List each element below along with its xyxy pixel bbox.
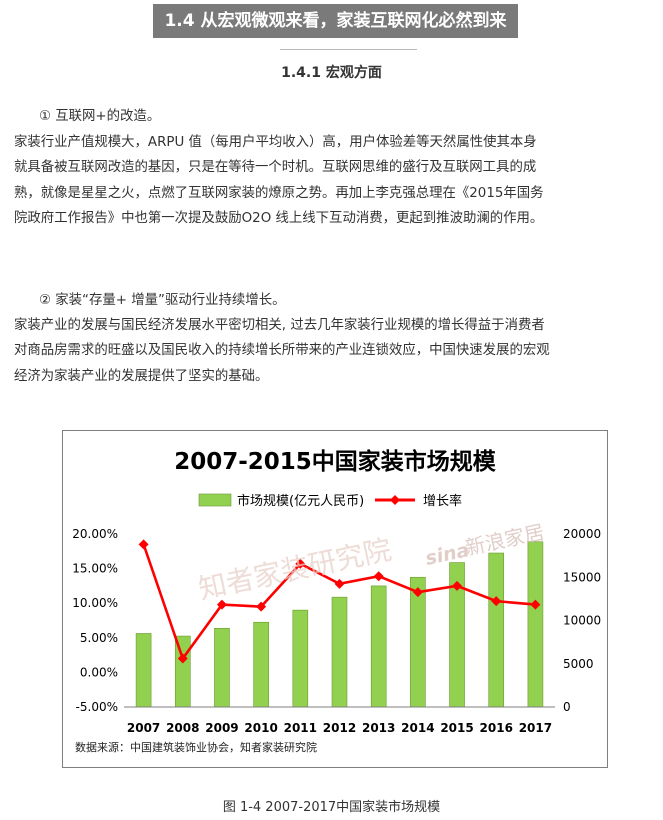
bar-2009 (214, 627, 230, 708)
legend-bar-label: 市场规模(亿元人民币) (237, 493, 364, 509)
x-axis-tick-label: 2009 (205, 721, 238, 735)
x-axis-tick-label: 2007 (127, 721, 160, 735)
growth-point-2017 (530, 599, 541, 610)
right-axis-tick-label: 15000 (563, 570, 601, 584)
x-axis-tick-label: 2015 (440, 721, 473, 735)
right-axis-tick-label: 20000 (563, 527, 601, 541)
x-axis-tick-label: 2010 (244, 721, 277, 735)
right-axis-tick-label: 5000 (563, 657, 594, 671)
point2-heading: ② 家装“存量+ 增量”驱动行业持续增长。 (39, 293, 286, 308)
bar-2007 (135, 633, 152, 708)
bar-2013 (370, 585, 387, 708)
bar-2010 (253, 621, 269, 708)
growth-point-2015 (452, 580, 463, 591)
x-axis-tick-label: 2011 (284, 721, 317, 735)
legend-bar-swatch (198, 493, 232, 507)
x-axis-tick-label: 2013 (362, 721, 395, 735)
paragraph-line: 熟，就像是星星之火，点燃了互联网家装的燎原之势。再加上李克强总理在《2015年国… (14, 185, 544, 201)
x-axis-tick-label: 2012 (323, 721, 356, 735)
bar-2011 (292, 609, 309, 708)
bar-2017 (527, 541, 544, 708)
left-axis-tick-label: 5.00% (80, 631, 118, 645)
x-axis-tick-label: 2017 (519, 721, 552, 735)
paragraph-line: 就具备被互联网改造的基因，只是在等待一个时机。互联网思维的盛行及互联网工具的成 (14, 160, 537, 176)
x-axis-tick-label: 2014 (401, 721, 434, 735)
right-axis-tick-label: 10000 (563, 614, 601, 628)
growth-point-2007 (138, 539, 149, 550)
growth-point-2010 (256, 601, 267, 612)
market-size-chart: 2007-2015中国家装市场规模市场规模(亿元人民币) 增长率 20.00% 15.… (62, 430, 608, 768)
growth-point-2013 (373, 571, 384, 582)
paragraph-line: 院政府工作报告》中也第一次提及鼓励O2O 线上线下互动消费，更起到推波助澜的作用… (14, 210, 544, 226)
growth-point-2009 (216, 599, 227, 610)
bar-2016 (488, 552, 505, 708)
growth-point-2014 (412, 587, 423, 598)
growth-point-2008 (177, 653, 188, 664)
growth-point-2011 (295, 558, 306, 569)
point2-paragraph: 家装产业的发展与国民经济发展水平密切相关, 过去几年家装行业规模的增长得益于消费… (14, 313, 654, 389)
point1-paragraph: 家装行业产值规模大，ARPU 值（每用户平均收入）高，用户体验差等天然属性使其本… (14, 130, 654, 231)
growth-point-2012 (334, 578, 345, 589)
x-axis-tick-label: 2016 (480, 721, 513, 735)
right-axis-tick-label: 0 (563, 700, 571, 714)
paragraph-line: 家装行业产值规模大，ARPU 值（每用户平均收入）高，用户体验差等天然属性使其本… (14, 135, 537, 150)
growth-point-2016 (491, 596, 502, 607)
paragraph-line: 经济为家装产业的发展提供了坚实的基础。 (14, 368, 269, 384)
subsection-title: 1.4.1 宏观方面 (281, 65, 382, 81)
left-axis-tick-label: 10.00% (72, 596, 118, 610)
left-axis-tick-label: 15.00% (72, 562, 118, 576)
left-axis-tick-label: 20.00% (72, 527, 118, 541)
paragraph-line: 家装产业的发展与国民经济发展水平密切相关, 过去几年家装行业规模的增长得益于消费… (14, 318, 545, 333)
legend-line-marker (390, 495, 400, 505)
paragraph-line: 对商品房需求的旺盛以及国民收入的持续增长所带来的产业连锁效应，中国快速发展的宏观 (14, 343, 550, 359)
section-title: 1.4 从宏观微观来看，家装互联网化必然到来 (153, 4, 518, 38)
title-divider (280, 49, 417, 50)
bar-2012 (331, 596, 348, 708)
left-axis-tick-label: 0.00% (80, 665, 118, 679)
point1-heading: ① 互联网+的改造。 (39, 109, 161, 124)
legend-line-label: 增长率 (423, 493, 462, 509)
chart-title: 2007-2015中国家装市场规模 (174, 448, 497, 475)
source-note: 数据来源：中国建筑装饰业协会，知者家装研究院 (75, 740, 317, 754)
left-axis-tick-label: -5.00% (76, 700, 118, 714)
x-axis-tick-label: 2008 (166, 721, 199, 735)
figure-caption: 图 1-4 2007-2017中国家装市场规模 (222, 800, 441, 815)
watermark-left: 知者家装研究院 (196, 533, 395, 606)
